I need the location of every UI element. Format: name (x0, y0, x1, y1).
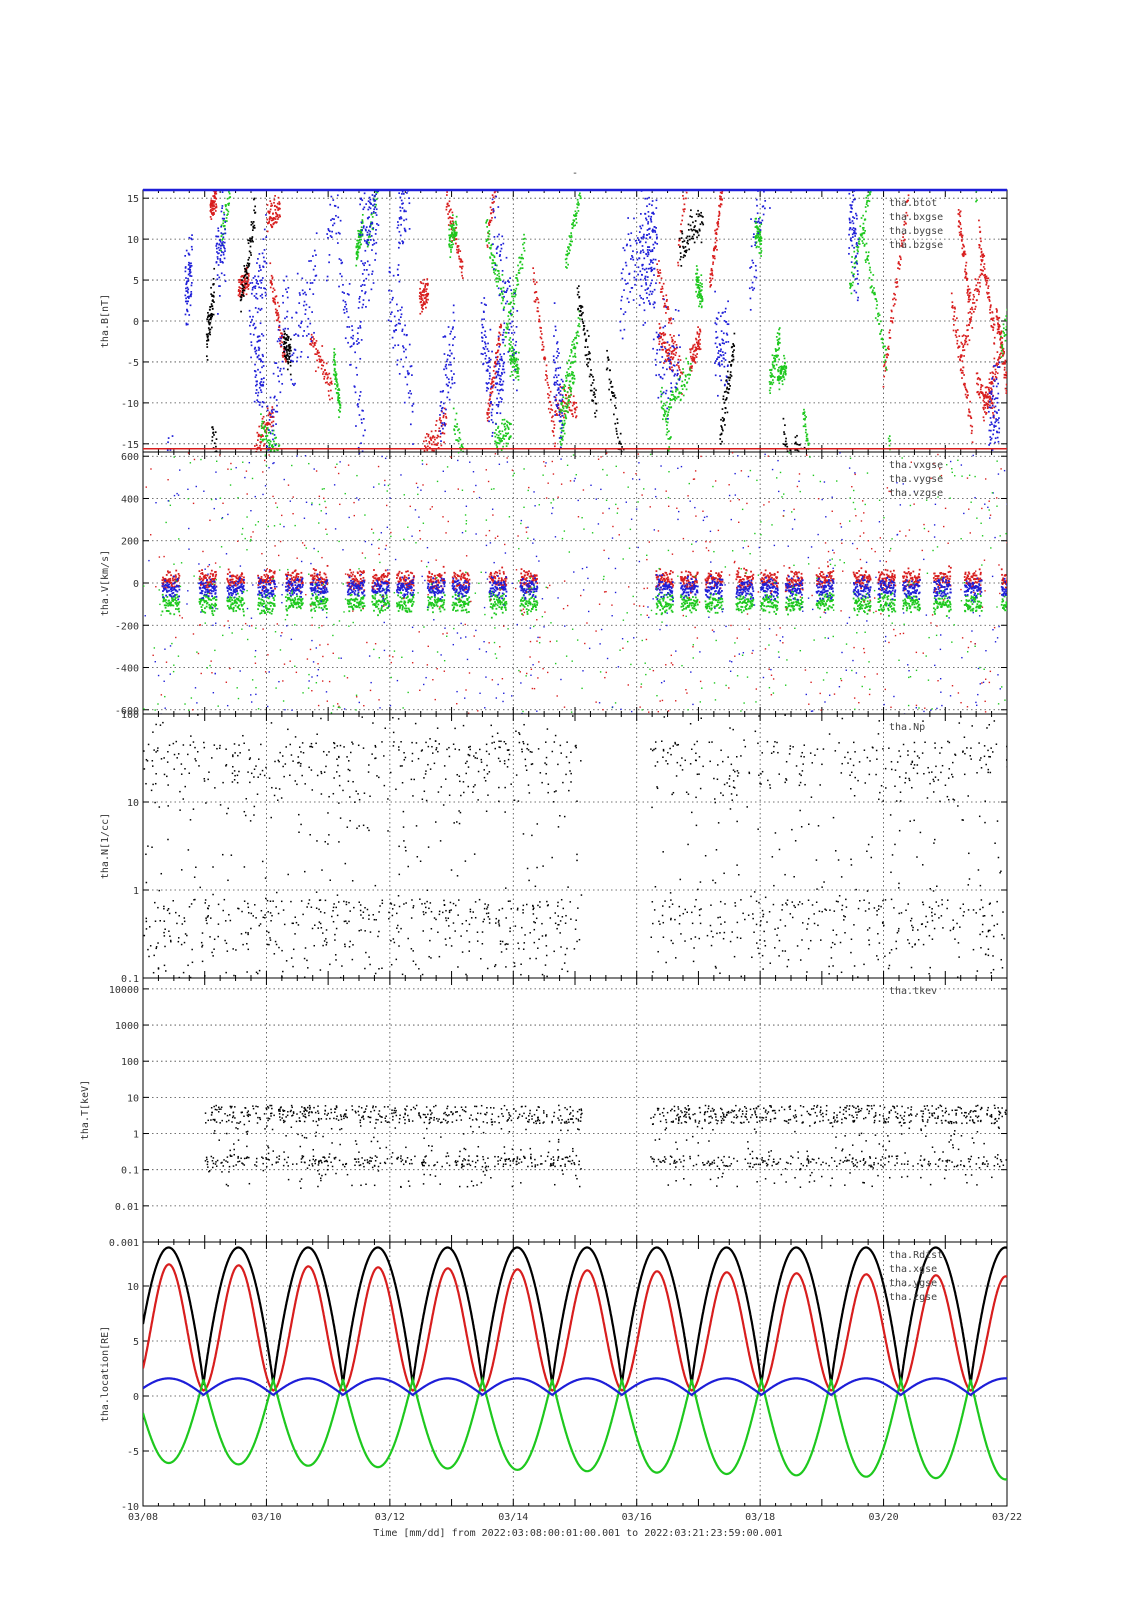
y-tick-label: -400 (115, 664, 139, 675)
x-axis: 03/08 03/10 03/12 03/14 03/16 03/18 03/20 03/22 (128, 188, 1022, 1523)
panel-V: -600 -400 -200 0 200 400 600 tha.V[km/s] tha.vxg… (100, 451, 1008, 717)
y-tick-label: 0 (133, 579, 139, 590)
y-tick-label: 0.1 (121, 1166, 139, 1177)
legend-entry: tha.btot (889, 198, 937, 209)
legend-entry: tha.bzgse (889, 240, 943, 251)
y-axis-label: tha.location[RE] (100, 1326, 111, 1422)
y-tick-label: 10 (127, 235, 139, 246)
x-tick-label: 03/12 (375, 1512, 405, 1523)
legend-entry: tha.Np (889, 722, 925, 733)
x-tick-label: 03/22 (992, 1512, 1022, 1523)
series-line-zgse (143, 1377, 1007, 1397)
y-tick-label: -200 (115, 621, 139, 632)
legend-entry: tha.vxgse (889, 460, 943, 471)
legend: tha.Np (889, 722, 925, 733)
y-tick-label: 5 (133, 1337, 139, 1348)
y-tick-label: 600 (121, 452, 139, 463)
legend-entry: tha.xgse (889, 1264, 937, 1275)
x-tick-label: 03/16 (622, 1512, 652, 1523)
series-line-ygse (143, 1375, 1007, 1481)
data-layer (143, 452, 1007, 714)
legend-entry: tha.vzgse (889, 488, 943, 499)
y-tick-label: 0.01 (115, 1202, 139, 1213)
panel-frame (142, 713, 1008, 979)
series-line-Rdist (143, 1246, 1007, 1387)
panel-B: -15 -10 -5 0 5 10 15 tha.B[nT] tha.btot tha.bxgse… (100, 189, 1008, 453)
grid (143, 978, 1007, 1242)
y-tick-label: 0 (133, 317, 139, 328)
y-axis-label: tha.T[keV] (80, 1080, 91, 1140)
y-tick-label: 0.001 (109, 1238, 139, 1249)
grid (143, 714, 1007, 978)
y-tick-label: -600 (115, 706, 139, 717)
y-tick-label: 10 (127, 1282, 139, 1293)
y-tick-label: 1 (133, 886, 139, 897)
panels: -15-10-5051015tha.B[nT]tha.btottha.bxgse… (80, 189, 1008, 1513)
y-tick-label: 1 (133, 1130, 139, 1141)
y-axis-label: tha.V[km/s] (100, 550, 111, 616)
y-tick-label: 15 (127, 194, 139, 205)
y-tick-label: 5 (133, 276, 139, 287)
x-tick-label: 03/18 (745, 1512, 775, 1523)
y-tick-label: 10 (127, 1093, 139, 1104)
legend-entry: tha.ygse (889, 1278, 937, 1289)
top-mark: - (572, 168, 578, 179)
legend: tha.vxgse tha.vygse tha.vzgse (889, 460, 943, 499)
panel-T: 0.001 0.01 0.1 1 10 100 1000 10000 tha.T[keV] tha… (80, 977, 1008, 1249)
data-layer (143, 714, 1007, 978)
legend-entry: tha.bxgse (889, 212, 943, 223)
x-tick-label: 03/20 (869, 1512, 899, 1523)
data-layer (204, 1104, 1007, 1189)
x-tick-label: 03/10 (251, 1512, 281, 1523)
legend: tha.tkev (889, 986, 937, 997)
y-tick-label: 200 (121, 537, 139, 548)
panel-N: 0.1 1 10 100 tha.N[1/cc] tha.Np (100, 710, 1008, 985)
data-layer (143, 1246, 1007, 1481)
data-layer (143, 190, 1007, 452)
y-tick-label: 400 (121, 494, 139, 505)
legend-entry: tha.bygse (889, 226, 943, 237)
x-axis-label: Time [mm/dd] from 2022:03:08:00:01:00.00… (373, 1528, 782, 1539)
series-line-xgse (143, 1263, 1007, 1392)
legend-entry: tha.vygse (889, 474, 943, 485)
y-tick-label: -15 (121, 440, 139, 451)
legend-entry: tha.tkev (889, 986, 937, 997)
y-tick-label: 100 (121, 710, 139, 721)
y-tick-label: 0 (133, 1392, 139, 1403)
y-tick-label: -5 (127, 1447, 139, 1458)
y-tick-label: 10000 (109, 985, 139, 996)
x-tick-label: 03/14 (498, 1512, 528, 1523)
y-tick-label: -10 (121, 399, 139, 410)
panel-location: -10 -5 0 5 10 tha.location[RE] tha.Rdist tha.xg… (100, 1241, 1008, 1513)
y-tick-label: 1000 (115, 1021, 139, 1032)
y-tick-label: 100 (121, 1057, 139, 1068)
legend: tha.btot tha.bxgse tha.bygse tha.bzgse (889, 198, 943, 251)
y-tick-label: -5 (127, 358, 139, 369)
y-axis-label: tha.N[1/cc] (100, 813, 111, 879)
panel-frame (142, 977, 1008, 1243)
y-tick-label: 10 (127, 798, 139, 809)
x-tick-label: 03/08 (128, 1512, 158, 1523)
y-tick-label: -10 (121, 1502, 139, 1513)
y-axis-label: tha.B[nT] (100, 294, 111, 348)
legend: tha.Rdist tha.xgse tha.ygse tha.zgse (889, 1250, 943, 1303)
legend-entry: tha.Rdist (889, 1250, 943, 1261)
y-tick-label: 0.1 (121, 974, 139, 985)
legend-entry: tha.zgse (889, 1292, 937, 1303)
